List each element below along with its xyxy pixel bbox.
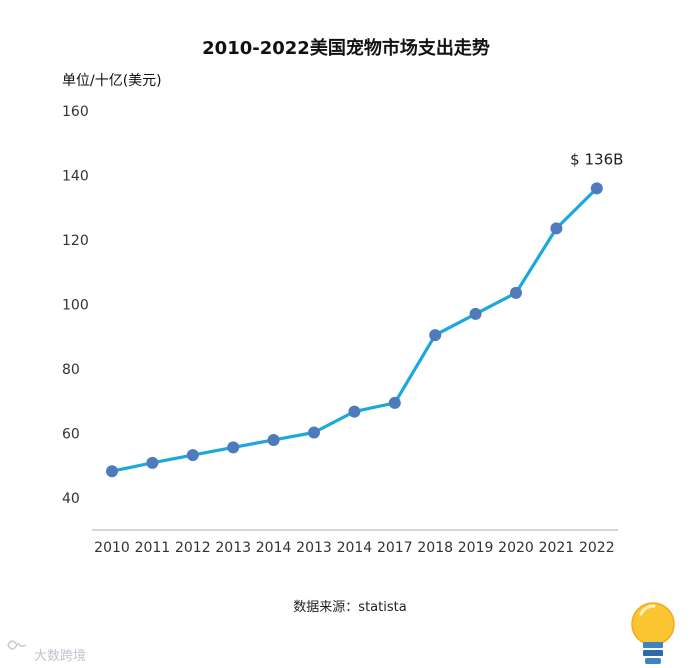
x-tick-label: 2021 bbox=[539, 540, 575, 556]
data-point bbox=[469, 307, 482, 320]
x-tick-label: 2014 bbox=[337, 540, 373, 556]
x-tick-label: 2013 bbox=[215, 540, 251, 556]
data-point bbox=[267, 433, 280, 446]
data-points bbox=[106, 182, 603, 478]
y-tick-label: 120 bbox=[62, 233, 89, 249]
y-tick-label: 100 bbox=[62, 298, 89, 314]
data-point bbox=[388, 396, 401, 409]
y-tick-label: 160 bbox=[62, 104, 89, 120]
y-tick-label: 80 bbox=[62, 362, 80, 378]
lightbulb-icon bbox=[631, 602, 675, 664]
x-tick-label: 2018 bbox=[417, 540, 453, 556]
x-tick-label: 2022 bbox=[579, 540, 615, 556]
x-tick-label: 2014 bbox=[256, 540, 292, 556]
x-tick-label: 2020 bbox=[498, 540, 534, 556]
y-tick-label: 140 bbox=[62, 169, 89, 185]
data-point bbox=[308, 426, 320, 439]
x-tick-label: 2013 bbox=[296, 540, 332, 556]
data-point bbox=[186, 449, 199, 462]
data-point bbox=[146, 456, 159, 469]
x-tick-label: 2011 bbox=[135, 540, 171, 556]
data-point bbox=[429, 329, 442, 342]
watermark-text: 大数跨境 bbox=[34, 649, 86, 664]
source-note: 数据来源：statista bbox=[293, 600, 406, 615]
x-tick-label: 2019 bbox=[458, 540, 494, 556]
data-point bbox=[590, 182, 603, 195]
series-line bbox=[110, 186, 599, 473]
watermark: 大数跨境 bbox=[7, 640, 86, 664]
x-tick-label: 2012 bbox=[175, 540, 211, 556]
data-point bbox=[227, 441, 240, 454]
x-tick-label: 2010 bbox=[94, 540, 130, 556]
y-tick-labels: 40 60 80 100 120 140 160 bbox=[62, 104, 89, 507]
value-annotation: $ 136B bbox=[570, 150, 623, 168]
y-axis-label: 单位/十亿(美元) bbox=[62, 73, 162, 89]
data-point bbox=[348, 405, 361, 418]
watermark-logo-icon bbox=[7, 640, 27, 650]
y-tick-label: 40 bbox=[62, 491, 80, 507]
x-tick-labels: 2010 2011 2012 2013 2014 2013 2014 2017 2018 2019… bbox=[94, 540, 614, 556]
data-point bbox=[550, 222, 563, 235]
y-tick-label: 60 bbox=[62, 427, 80, 443]
data-point bbox=[106, 465, 118, 478]
data-point bbox=[510, 286, 522, 299]
chart-title: 2010-2022美国宠物市场支出走势 bbox=[202, 37, 490, 59]
x-tick-label: 2017 bbox=[377, 540, 413, 556]
